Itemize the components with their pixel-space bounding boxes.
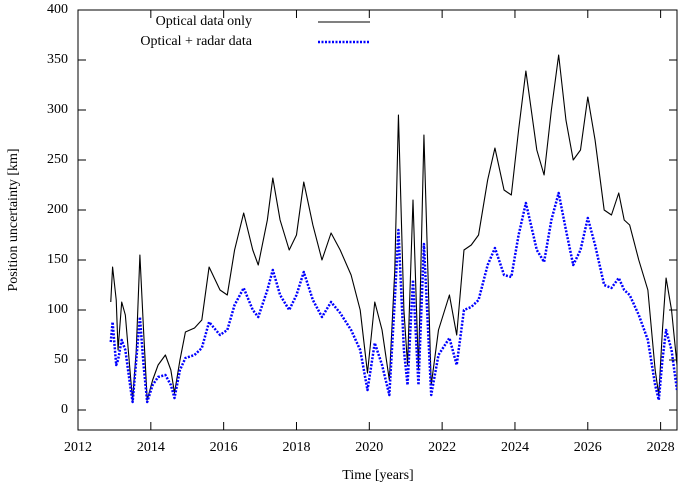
x-tick-label: 2018 bbox=[282, 440, 310, 455]
x-tick-label: 2026 bbox=[574, 440, 602, 455]
x-tick-label: 2012 bbox=[64, 440, 92, 455]
x-axis-label: Time [years] bbox=[342, 468, 413, 483]
legend-label: Optical data only bbox=[156, 14, 252, 29]
plot-area bbox=[109, 54, 677, 404]
legend-label: Optical + radar data bbox=[140, 34, 252, 49]
series-line bbox=[109, 191, 677, 404]
x-tick-label: 2028 bbox=[647, 440, 675, 455]
y-tick-label: 150 bbox=[47, 252, 68, 267]
x-tick-label: 2022 bbox=[428, 440, 456, 455]
y-tick-label: 200 bbox=[47, 202, 68, 217]
x-tick-label: 2020 bbox=[355, 440, 383, 455]
series-line bbox=[110, 54, 677, 401]
x-tick-label: 2024 bbox=[501, 440, 529, 455]
y-tick-label: 400 bbox=[47, 2, 68, 17]
y-tick-label: 250 bbox=[47, 152, 68, 167]
y-tick-label: 100 bbox=[47, 302, 68, 317]
y-tick-label: 50 bbox=[54, 352, 68, 367]
x-tick-label: 2016 bbox=[210, 440, 238, 455]
plot-frame bbox=[77, 9, 678, 431]
y-axis-label: Position uncertainty [km] bbox=[6, 148, 21, 291]
y-tick-label: 350 bbox=[47, 52, 68, 67]
x-tick-label: 2014 bbox=[137, 440, 165, 455]
y-tick-label: 300 bbox=[47, 102, 68, 117]
y-tick-label: 0 bbox=[61, 402, 68, 417]
